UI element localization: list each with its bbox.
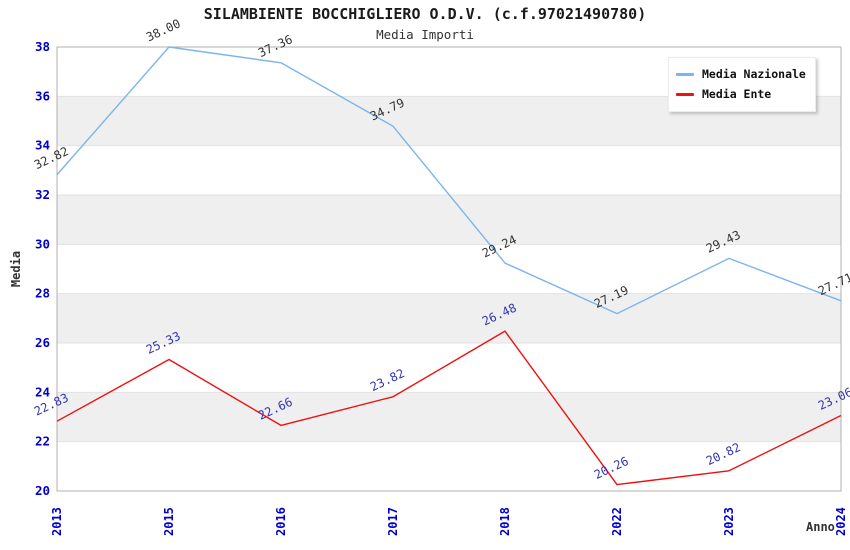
y-tick-label: 36 [35, 88, 50, 103]
x-tick-label: 2016 [274, 507, 288, 536]
x-tick-label: 2023 [722, 507, 736, 536]
plot-band [57, 195, 841, 245]
x-tick-label: 2013 [50, 507, 64, 536]
x-tick-label: 2024 [834, 507, 848, 536]
x-tick-label: 2015 [162, 507, 176, 536]
legend: Media Nazionale Media Ente [668, 57, 816, 112]
plot-border [56, 46, 842, 492]
y-tick-label: 30 [35, 236, 50, 251]
legend-item-media-ente: Media Ente [676, 84, 806, 104]
plot-band [57, 293, 841, 343]
data-point-label: 23.82 [368, 366, 407, 394]
chart-subtitle: Media Importi [376, 27, 474, 42]
y-tick-label: 20 [35, 483, 50, 498]
line-marker-icon [676, 92, 694, 96]
data-point-label: 20.82 [704, 440, 743, 468]
y-tick-label: 24 [35, 384, 50, 399]
y-tick-label: 22 [35, 434, 50, 449]
y-tick-label: 38 [35, 39, 50, 54]
x-tick-label: 2022 [610, 507, 624, 536]
y-tick-label: 32 [35, 187, 50, 202]
y-axis-title: Media [9, 250, 23, 288]
x-tick-label: 2018 [498, 507, 512, 536]
y-tick-label: 34 [35, 138, 50, 153]
series-line-media-nazionale [56, 46, 842, 315]
y-tick-label: 26 [35, 335, 50, 350]
legend-label: Media Nazionale [702, 67, 806, 81]
chart-title: SILAMBIENTE BOCCHIGLIERO O.D.V. (c.f.970… [203, 5, 647, 23]
x-tick-label: 2017 [386, 507, 400, 536]
y-tick-label: 28 [35, 286, 50, 301]
line-marker-icon [676, 72, 694, 76]
legend-label: Media Ente [702, 87, 772, 101]
x-axis-title: Anno [806, 520, 835, 534]
legend-item-media-nazionale: Media Nazionale [676, 64, 806, 84]
plot-band [57, 392, 841, 442]
series-line-media-ente [56, 330, 842, 486]
